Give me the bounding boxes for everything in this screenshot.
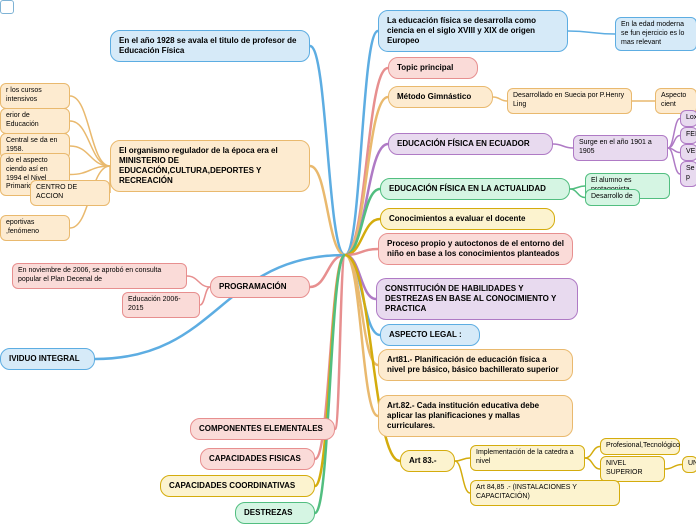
mindmap-node[interactable]: Conocimientos a evaluar el docente xyxy=(380,208,555,230)
mindmap-node[interactable]: Proceso propio y autoctonos de el entorn… xyxy=(378,233,573,265)
mindmap-node[interactable]: Surge en el año 1901 a 1905 xyxy=(573,135,668,161)
mindmap-node[interactable]: DESTREZAS xyxy=(235,502,315,524)
mindmap-node[interactable]: Topic principal xyxy=(388,57,478,79)
mindmap-node[interactable]: VEN xyxy=(680,144,696,161)
mindmap-node[interactable]: UN xyxy=(682,456,696,473)
mindmap-node[interactable]: CONSTITUCIÓN DE HABILIDADES Y DESTREZAS … xyxy=(376,278,578,320)
mindmap-node[interactable]: COMPONENTES ELEMENTALES xyxy=(190,418,335,440)
mindmap-node[interactable]: CAPACIDADES FISICAS xyxy=(200,448,315,470)
mindmap-node[interactable]: Lox xyxy=(680,110,696,127)
mindmap-node[interactable]: EDUCACIÓN FÍSICA EN LA ACTUALIDAD xyxy=(380,178,570,200)
mindmap-node[interactable]: FEI xyxy=(680,127,696,144)
mindmap-node[interactable]: CENTRO DE ACCION xyxy=(30,180,110,206)
mindmap-node[interactable]: eportivas ,fenómeno xyxy=(0,215,70,241)
mindmap-node[interactable]: En la edad moderna se fun ejercicio es l… xyxy=(615,17,696,51)
mindmap-node[interactable]: PROGRAMACIÓN xyxy=(210,276,310,298)
mindmap-node[interactable]: Desarrollo de xyxy=(585,189,640,206)
mindmap-node[interactable]: Desarrollado en Suecia por P.Henry Ling xyxy=(507,88,632,114)
mindmap-node[interactable]: NIVEL SUPERIOR xyxy=(600,456,665,482)
mindmap-node[interactable]: IVIDUO INTEGRAL xyxy=(0,348,95,370)
mindmap-node[interactable]: Educación 2006-2015 xyxy=(122,292,200,318)
connector-lines xyxy=(0,0,696,520)
mindmap-node[interactable]: Se p xyxy=(680,161,696,187)
mindmap-node[interactable]: El organismo regulador de la época era e… xyxy=(110,140,310,192)
mindmap-node[interactable]: Implementación de la catedra a nivel xyxy=(470,445,585,471)
mindmap-node[interactable]: CAPACIDADES COORDINATIVAS xyxy=(160,475,315,497)
mindmap-node[interactable]: En el año 1928 se avala el titulo de pro… xyxy=(110,30,310,62)
mindmap-node[interactable]: Profesional,Tecnológico xyxy=(600,438,680,455)
mindmap-node[interactable]: La educación física se desarrolla como c… xyxy=(378,10,568,52)
mindmap-node[interactable]: Art 84,85 .- (INSTALACIONES Y CAPACITACI… xyxy=(470,480,620,506)
mindmap-node[interactable]: r los cursos intensivos xyxy=(0,83,70,109)
mindmap-node[interactable]: Art.82.- Cada institución educativa debe… xyxy=(378,395,573,437)
mindmap-node[interactable]: ASPECTO LEGAL : xyxy=(380,324,480,346)
mindmap-node[interactable]: Art81.- Planificación de educación físic… xyxy=(378,349,573,381)
mindmap-node[interactable]: Método Gimnástico xyxy=(388,86,493,108)
mindmap-node[interactable]: Art 83.- xyxy=(400,450,455,472)
mindmap-node[interactable]: EDUCACIÓN FÍSICA EN ECUADOR xyxy=(388,133,553,155)
mindmap-node[interactable]: En noviembre de 2006, se aprobó en consu… xyxy=(12,263,187,289)
mindmap-node[interactable]: erior de Educación xyxy=(0,108,70,134)
